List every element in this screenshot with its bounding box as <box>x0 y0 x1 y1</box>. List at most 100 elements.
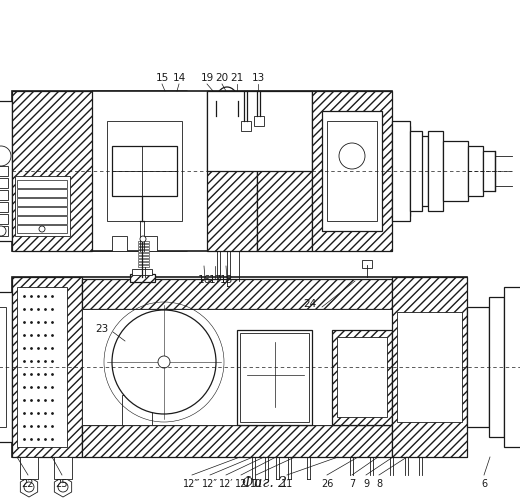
Bar <box>17 189 67 197</box>
Bar <box>362 260 372 268</box>
Bar <box>504 287 520 447</box>
Polygon shape <box>0 138 17 174</box>
Bar <box>54 457 72 479</box>
Bar <box>107 121 182 221</box>
Bar <box>12 91 392 251</box>
Bar <box>241 121 251 131</box>
Bar <box>82 279 392 309</box>
Circle shape <box>339 143 365 169</box>
Text: 24: 24 <box>303 299 317 309</box>
Bar <box>392 277 467 457</box>
Bar <box>0 292 12 442</box>
Bar <box>0 166 8 176</box>
Bar <box>0 226 8 236</box>
Bar <box>82 425 392 457</box>
Bar <box>132 269 152 275</box>
Bar <box>17 287 67 447</box>
Bar <box>322 111 382 231</box>
Text: 23: 23 <box>95 324 109 334</box>
Circle shape <box>112 310 216 414</box>
Bar <box>12 277 467 457</box>
Polygon shape <box>141 407 146 423</box>
Text: 12: 12 <box>235 479 247 489</box>
Bar <box>130 274 155 282</box>
Bar <box>428 131 443 211</box>
Bar <box>138 241 149 243</box>
Bar <box>489 297 504 437</box>
Polygon shape <box>129 407 134 423</box>
Bar <box>138 250 149 252</box>
Bar <box>392 126 410 216</box>
Bar <box>483 151 495 191</box>
Text: 9: 9 <box>363 479 369 489</box>
Bar <box>82 309 392 425</box>
Bar <box>0 307 6 427</box>
Bar <box>15 176 70 236</box>
Bar <box>112 236 127 251</box>
Bar <box>138 244 149 246</box>
Text: 11: 11 <box>281 479 293 489</box>
Bar <box>138 247 149 249</box>
Circle shape <box>39 226 45 232</box>
Text: Фиг. 2: Фиг. 2 <box>242 476 288 490</box>
Text: 18: 18 <box>219 275 232 285</box>
Bar <box>392 121 410 221</box>
Text: 22: 22 <box>22 479 34 489</box>
Bar <box>0 178 8 188</box>
Bar <box>337 337 387 417</box>
Text: 13: 13 <box>251 73 265 83</box>
Text: 12‴: 12‴ <box>183 479 201 489</box>
Bar <box>17 216 67 224</box>
Bar <box>443 141 468 201</box>
Bar <box>17 198 67 206</box>
Bar <box>467 307 489 427</box>
Bar <box>138 261 149 264</box>
Bar <box>112 146 177 196</box>
Text: 21: 21 <box>230 73 244 83</box>
Polygon shape <box>247 342 304 407</box>
Text: 14: 14 <box>172 73 186 83</box>
Bar <box>257 91 312 251</box>
Bar <box>20 457 38 479</box>
Text: 8: 8 <box>376 479 382 489</box>
Text: 15: 15 <box>155 73 168 83</box>
Bar <box>0 202 8 212</box>
Bar <box>468 146 483 196</box>
Bar <box>17 180 67 188</box>
Circle shape <box>24 482 34 492</box>
Bar <box>0 190 8 200</box>
Circle shape <box>0 226 6 236</box>
Bar <box>138 264 149 267</box>
Bar <box>12 91 92 251</box>
Text: 20: 20 <box>215 73 229 83</box>
Text: 7: 7 <box>349 479 355 489</box>
Circle shape <box>158 356 170 368</box>
Text: 17: 17 <box>209 275 222 285</box>
Bar <box>254 116 264 126</box>
Polygon shape <box>135 407 140 423</box>
Bar <box>17 207 67 215</box>
Circle shape <box>58 482 68 492</box>
Bar <box>138 252 149 255</box>
Bar <box>240 333 309 422</box>
Bar <box>0 101 12 241</box>
Polygon shape <box>92 91 207 251</box>
Polygon shape <box>54 477 72 497</box>
Text: 12″: 12″ <box>202 479 218 489</box>
Bar <box>142 236 157 251</box>
Text: 12′: 12′ <box>219 479 233 489</box>
Bar <box>410 136 428 206</box>
Bar <box>122 395 152 425</box>
Bar <box>138 258 149 261</box>
Bar <box>237 330 312 425</box>
Circle shape <box>140 236 146 242</box>
Bar <box>17 225 67 233</box>
Polygon shape <box>123 407 128 423</box>
Text: 19: 19 <box>200 73 214 83</box>
Text: 10: 10 <box>250 479 262 489</box>
Bar <box>207 91 312 171</box>
Bar <box>332 330 392 425</box>
Bar <box>410 131 422 211</box>
Polygon shape <box>20 477 37 497</box>
Circle shape <box>0 146 11 166</box>
